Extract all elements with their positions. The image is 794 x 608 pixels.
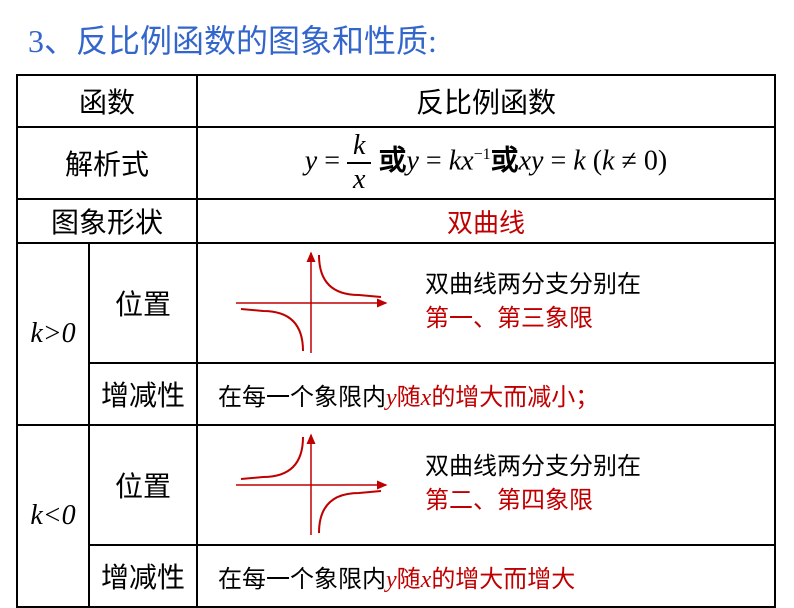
mono-cell-1: 在每一个象限内y随x的增大而减小； [197, 363, 775, 425]
graph-k-negative [216, 430, 406, 540]
pos-text-1: 双曲线两分支分别在 第一、第三象限 [425, 269, 641, 336]
branch-q4 [319, 491, 381, 533]
pos-cell-1: 双曲线两分支分别在 第一、第三象限 [197, 243, 775, 363]
m1-y: y [386, 385, 397, 411]
f-y: y [305, 145, 317, 176]
f-xy: xy [519, 145, 544, 176]
k-neg-label: k<0 [17, 425, 89, 607]
shape-value: 双曲线 [197, 199, 775, 243]
mono-label-1: 增减性 [89, 363, 197, 425]
f-k: k [347, 132, 371, 164]
f-k3: k [573, 145, 585, 176]
m1-mid: 随 [397, 385, 421, 411]
f-eq3: = [543, 145, 573, 176]
m1-x: x [421, 385, 432, 411]
pt2-l1: 双曲线两分支分别在 [425, 454, 641, 480]
page-title: 3、反比例函数的图象和性质: [0, 0, 794, 74]
properties-table: 函数 反比例函数 解析式 y = kx 或y = kx−1或xy = k (k … [16, 74, 776, 608]
f-kx: kx [449, 145, 474, 176]
mono-cell-2: 在每一个象限内y随x的增大而增大 [197, 545, 775, 607]
branch-q1 [319, 255, 381, 297]
pt1-l1: 双曲线两分支分别在 [425, 272, 641, 298]
title-sep: 、 [44, 23, 76, 59]
f-or1: 或 [378, 144, 406, 175]
m2-y: y [386, 567, 397, 593]
f-ck: k [602, 145, 614, 176]
f-exp: −1 [474, 146, 491, 163]
pos-cell-2: 双曲线两分支分别在 第二、第四象限 [197, 425, 775, 545]
header-col2: 反比例函数 [197, 75, 775, 127]
mono-label-2: 增减性 [89, 545, 197, 607]
m1-pre: 在每一个象限内 [218, 385, 386, 411]
branch-q2 [241, 437, 303, 479]
f-x: x [347, 164, 371, 194]
shape-label: 图象形状 [17, 199, 197, 243]
f-y2: y [406, 145, 418, 176]
f-eq1: = [317, 145, 347, 176]
k-pos-label: k>0 [17, 243, 89, 425]
m2-pre: 在每一个象限内 [218, 567, 386, 593]
pos-label-2: 位置 [89, 425, 197, 545]
m2-x: x [421, 567, 432, 593]
m2-mid: 随 [397, 567, 421, 593]
pt2-l2: 第二、第四象限 [425, 488, 593, 514]
title-text: 反比例函数的图象和性质: [76, 23, 437, 59]
pt1-l2: 第一、第三象限 [425, 306, 593, 332]
header-col1: 函数 [17, 75, 197, 127]
formula-cell: y = kx 或y = kx−1或xy = k (k ≠ 0) [197, 127, 775, 199]
m1-suf: 的增大而减小； [431, 385, 599, 411]
branch-q3 [241, 309, 303, 351]
f-open: ( [586, 145, 602, 176]
f-or2: 或 [491, 144, 519, 175]
m2-suf: 的增大而增大 [431, 567, 575, 593]
fraction: kx [347, 132, 371, 194]
graph-k-positive [216, 248, 406, 358]
title-number: 3 [28, 23, 44, 59]
f-ne: ≠ 0) [614, 145, 667, 176]
pos-label-1: 位置 [89, 243, 197, 363]
pos-text-2: 双曲线两分支分别在 第二、第四象限 [425, 451, 641, 518]
f-eq2: = [419, 145, 449, 176]
formula-label: 解析式 [17, 127, 197, 199]
